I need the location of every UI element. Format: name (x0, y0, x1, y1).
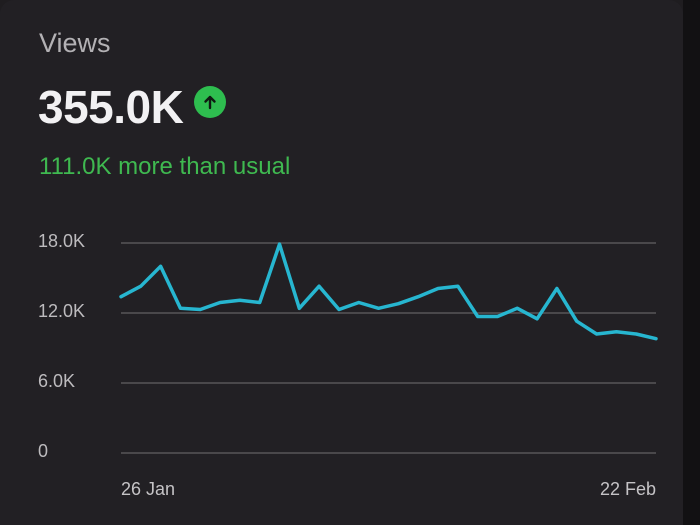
x-tick-end: 22 Feb (599, 479, 656, 499)
y-tick-0: 0 (38, 441, 49, 461)
metric-value: 355.0K (38, 81, 184, 133)
views-series-line (119, 242, 658, 341)
screen-edge (683, 0, 700, 525)
y-tick-12k: 12.0K (38, 301, 86, 321)
metric-row: 355.0K (38, 80, 227, 134)
arrow-up-icon (194, 86, 227, 118)
comparison-text: 111.0K more than usual (39, 153, 291, 180)
x-tick-start: 26 Jan (121, 479, 176, 499)
card-title: Views (39, 28, 111, 58)
views-card[interactable]: Views 355.0K 111.0K more than usual 18.0… (0, 0, 683, 525)
views-line-chart[interactable] (0, 0, 683, 525)
y-tick-18k: 18.0K (38, 231, 86, 251)
y-tick-6k: 6.0K (38, 371, 76, 391)
